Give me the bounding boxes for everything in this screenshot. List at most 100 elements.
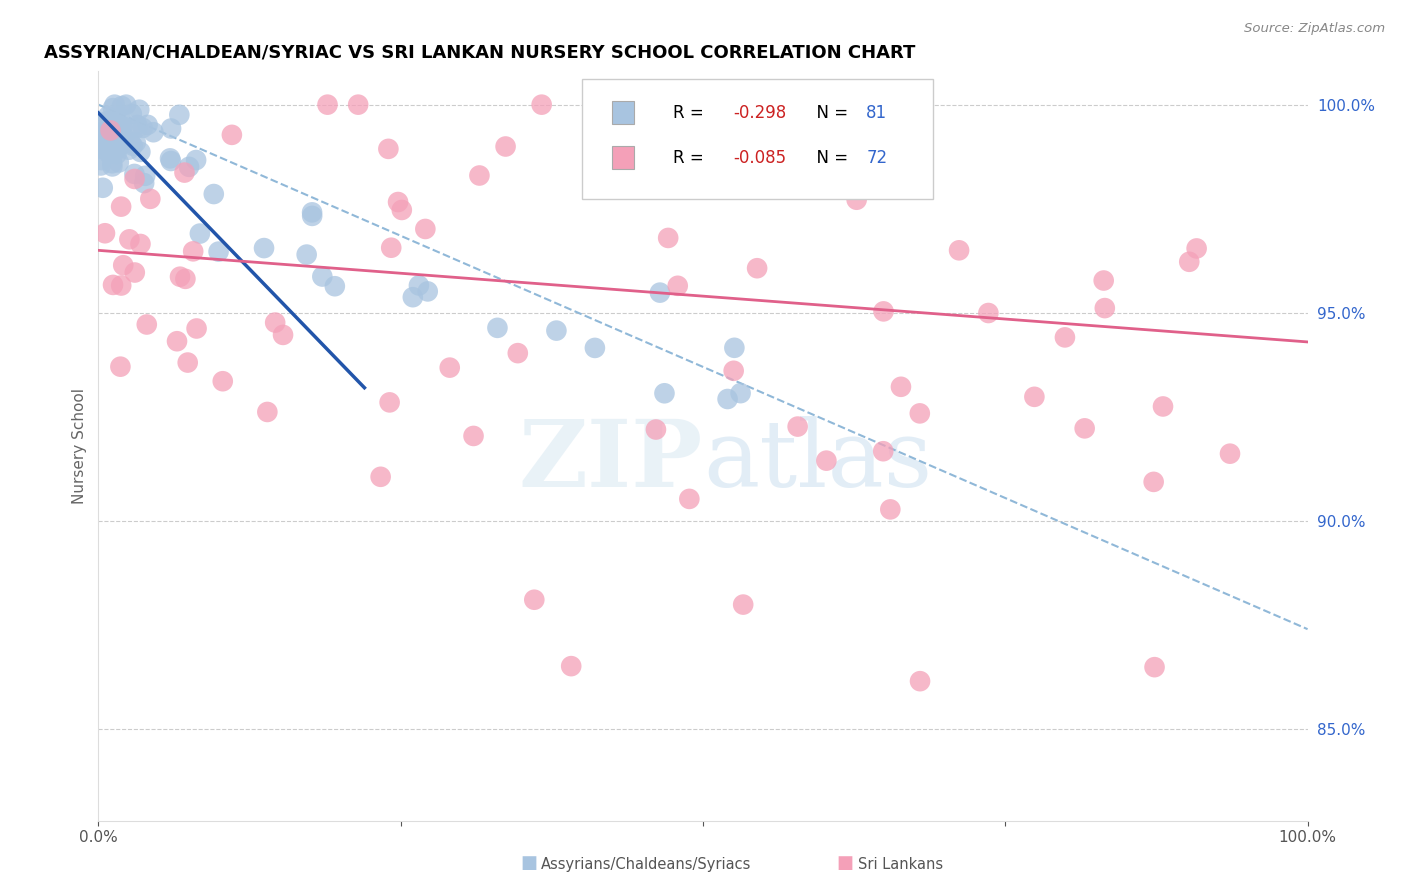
Point	[129, 145, 152, 159]
Point	[107, 123, 129, 137]
Point	[127, 118, 149, 132]
Point	[845, 193, 868, 207]
Point	[115, 97, 138, 112]
Point	[97, 109, 120, 123]
Point	[101, 160, 124, 174]
Point	[380, 241, 402, 255]
Point	[169, 108, 191, 122]
Point	[1152, 400, 1174, 414]
Point	[105, 147, 128, 161]
Point	[1092, 273, 1115, 287]
Point	[301, 209, 323, 223]
Point	[378, 395, 401, 409]
Point	[139, 192, 162, 206]
Point	[125, 120, 148, 135]
Point	[89, 126, 111, 140]
Point	[657, 231, 679, 245]
Point	[1053, 330, 1076, 344]
Text: R =: R =	[672, 103, 709, 121]
Point	[124, 172, 146, 186]
Point	[211, 374, 233, 388]
Point	[129, 237, 152, 252]
Point	[221, 128, 243, 142]
Point	[181, 244, 204, 259]
Point	[121, 107, 143, 121]
Point	[108, 123, 131, 137]
Text: R =: R =	[672, 149, 709, 167]
Point	[908, 674, 931, 689]
Point	[301, 205, 323, 219]
Point	[730, 386, 752, 401]
Point	[104, 144, 127, 158]
Point	[387, 194, 409, 209]
Point	[948, 244, 970, 258]
Point	[112, 130, 135, 145]
Point	[546, 324, 568, 338]
Point	[1178, 254, 1201, 268]
Point	[408, 278, 430, 293]
Point	[271, 327, 294, 342]
Point	[89, 142, 111, 156]
Point	[439, 360, 461, 375]
Point	[125, 136, 148, 150]
Point	[202, 187, 225, 202]
Point	[416, 285, 439, 299]
Text: ZIP: ZIP	[519, 416, 703, 506]
Point	[207, 244, 229, 259]
Point	[108, 155, 131, 169]
Point	[98, 123, 121, 137]
Text: ■: ■	[837, 855, 853, 872]
Point	[253, 241, 276, 255]
Point	[177, 355, 200, 369]
Point	[295, 247, 318, 261]
Point	[723, 341, 745, 355]
Point	[107, 141, 129, 155]
Point	[111, 99, 134, 113]
Point	[94, 116, 117, 130]
Point	[93, 127, 115, 141]
Point	[101, 277, 124, 292]
Point	[173, 165, 195, 179]
Point	[97, 142, 120, 156]
Point	[786, 419, 808, 434]
Point	[1143, 660, 1166, 674]
Point	[1219, 447, 1241, 461]
Point	[468, 169, 491, 183]
Point	[678, 491, 700, 506]
Point	[131, 120, 153, 135]
Point	[523, 592, 546, 607]
Point	[101, 138, 124, 153]
Point	[666, 278, 689, 293]
Point	[160, 121, 183, 136]
Point	[530, 97, 553, 112]
Point	[97, 146, 120, 161]
Point	[101, 101, 124, 115]
Point	[120, 136, 142, 151]
Point	[654, 386, 676, 401]
Text: Source: ZipAtlas.com: Source: ZipAtlas.com	[1244, 22, 1385, 36]
Point	[264, 316, 287, 330]
Point	[908, 406, 931, 420]
FancyBboxPatch shape	[613, 102, 634, 124]
Point	[110, 112, 132, 126]
Point	[256, 405, 278, 419]
Point	[188, 227, 211, 241]
Point	[316, 97, 339, 112]
Point	[111, 119, 134, 133]
Point	[110, 200, 132, 214]
Point	[112, 258, 135, 272]
Text: ASSYRIAN/CHALDEAN/SYRIAC VS SRI LANKAN NURSERY SCHOOL CORRELATION CHART: ASSYRIAN/CHALDEAN/SYRIAC VS SRI LANKAN N…	[44, 44, 915, 62]
Point	[118, 232, 141, 246]
Point	[377, 142, 399, 156]
Point	[184, 153, 207, 167]
Point	[89, 133, 111, 147]
Point	[90, 159, 112, 173]
Point	[103, 120, 125, 135]
Point	[121, 138, 143, 153]
Point	[815, 453, 838, 467]
Point	[90, 153, 112, 167]
Point	[104, 112, 127, 127]
Point	[100, 142, 122, 156]
FancyBboxPatch shape	[613, 146, 634, 169]
Point	[311, 269, 333, 284]
